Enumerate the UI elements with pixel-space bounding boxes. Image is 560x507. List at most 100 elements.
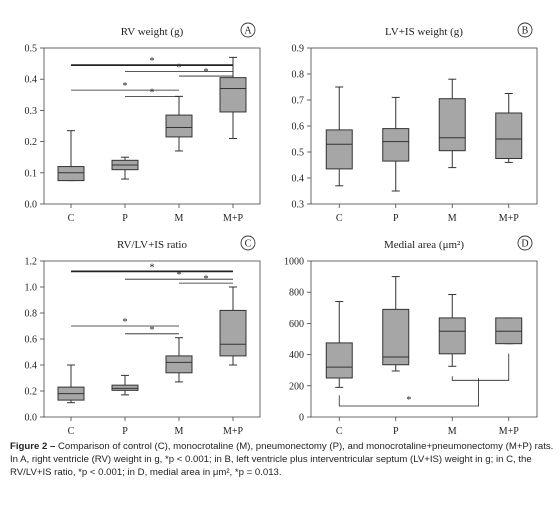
- y-tick-label: 200: [289, 381, 304, 392]
- box-p: [111, 156, 139, 180]
- x-tick-label: P: [122, 426, 128, 437]
- y-tick-label: 0.3: [292, 200, 305, 211]
- x-tick-label: M+P: [223, 213, 244, 224]
- significance-star: *: [150, 56, 155, 67]
- iqr-box: [382, 128, 410, 162]
- x-tick-label: M: [448, 426, 457, 437]
- panel-letter-circle: [240, 235, 256, 251]
- box-c: [57, 130, 85, 182]
- iqr-box: [165, 355, 193, 374]
- iqr-box: [325, 129, 353, 170]
- y-tick-label: 0.8: [292, 70, 305, 81]
- box-p: [382, 276, 410, 372]
- panel-title: LV+IS weight (g): [385, 26, 463, 38]
- iqr-box: [382, 308, 410, 366]
- panel-letter: C: [245, 239, 252, 250]
- significance-star: *: [204, 274, 209, 285]
- box-c: [325, 301, 353, 388]
- caption-text: Comparison of control (C), monocrotaline…: [10, 441, 554, 478]
- iqr-box: [57, 166, 85, 182]
- panel-letter: D: [521, 239, 528, 250]
- significance-star: *: [204, 67, 209, 78]
- x-tick-label: C: [336, 213, 343, 224]
- figure-caption: Figure 2 – Comparison of control (C), mo…: [10, 440, 554, 479]
- caption-label: Figure 2 –: [10, 441, 56, 452]
- y-tick-label: 0.6: [25, 335, 38, 346]
- x-tick-label: M+P: [499, 213, 520, 224]
- box-p: [111, 374, 139, 396]
- y-tick-label: 1.2: [25, 257, 38, 268]
- panel-a: RV weight (g) A 0.0 0.1 0.2 0.3 0.4 0.5 C P M M+P * *…: [25, 22, 261, 224]
- box-mpp: [495, 317, 523, 345]
- y-tick-label: 800: [289, 288, 304, 299]
- panel-letter-circle: [517, 235, 533, 251]
- y-tick-label: 0.0: [25, 413, 38, 424]
- panel-letter-circle: [240, 22, 256, 38]
- x-tick-label: M+P: [223, 426, 244, 437]
- y-tick-label: 0.2: [25, 137, 38, 148]
- box-m: [438, 78, 466, 169]
- y-tick-label: 0: [299, 413, 304, 424]
- significance-star: *: [177, 62, 182, 73]
- y-tick-label: 0.6: [292, 122, 305, 133]
- iqr-box: [165, 114, 193, 138]
- plot-frame: [43, 47, 261, 205]
- box-m: [438, 294, 466, 367]
- panel-c: RV/LV+IS ratio C 0.0 0.2 0.4 0.6 0.8 1.0 1.2 C P M M…: [25, 235, 261, 437]
- x-tick-label: M: [175, 426, 184, 437]
- y-tick-label: 0.8: [25, 309, 38, 320]
- significance-star: *: [123, 317, 128, 328]
- y-tick-label: 0.4: [292, 174, 305, 185]
- y-tick-label: 0.5: [292, 148, 305, 159]
- x-tick-label: P: [393, 426, 399, 437]
- significance-star: *: [406, 395, 411, 406]
- x-tick-label: C: [68, 213, 75, 224]
- significance-star: *: [123, 81, 128, 92]
- significance-bracket-top: [451, 353, 510, 381]
- x-tick-label: P: [122, 213, 128, 224]
- iqr-box: [438, 98, 466, 152]
- iqr-box: [111, 384, 139, 391]
- y-tick-label: 600: [289, 319, 304, 330]
- y-tick-label: 0.5: [25, 44, 38, 55]
- panel-title: RV weight (g): [121, 26, 184, 38]
- y-tick-label: 0.1: [25, 168, 38, 179]
- y-tick-label: 1.0: [25, 283, 38, 294]
- panel-letter: A: [244, 26, 252, 37]
- significance-star: *: [150, 262, 155, 273]
- panel-letter-circle: [517, 22, 533, 38]
- iqr-box: [219, 77, 247, 113]
- x-tick-label: P: [393, 213, 399, 224]
- x-tick-label: M: [175, 213, 184, 224]
- box-mpp: [219, 286, 247, 366]
- box-m: [165, 95, 193, 152]
- y-tick-label: 0.4: [25, 361, 38, 372]
- y-tick-label: 0.4: [25, 75, 38, 86]
- box-c: [325, 86, 353, 187]
- significance-star: *: [150, 325, 155, 336]
- box-c: [57, 364, 85, 404]
- box-mpp: [219, 56, 247, 139]
- iqr-box: [219, 309, 247, 357]
- panel-title: RV/LV+IS ratio: [117, 239, 188, 251]
- panel-title: Medial area (μm²): [384, 239, 464, 251]
- box-mpp: [495, 93, 523, 163]
- iqr-box: [495, 112, 523, 159]
- figure-panels: RV weight (g) A 0.0 0.1 0.2 0.3 0.4 0.5 C P M M+P * *…: [25, 22, 538, 437]
- y-tick-label: 400: [289, 350, 304, 361]
- y-tick-label: 0.2: [25, 387, 38, 398]
- plot-frame: [310, 260, 538, 418]
- x-tick-label: M: [448, 213, 457, 224]
- iqr-box: [438, 317, 466, 355]
- iqr-box: [325, 342, 353, 379]
- y-tick-label: 0.9: [292, 44, 305, 55]
- x-tick-label: M+P: [499, 426, 520, 437]
- box-p: [382, 96, 410, 192]
- y-tick-label: 0.3: [25, 106, 38, 117]
- significance-star: *: [177, 270, 182, 281]
- x-tick-label: C: [336, 426, 343, 437]
- panel-b: LV+IS weight (g) B 0.3 0.4 0.5 0.6 0.7 0.8 0.9 C P…: [292, 22, 538, 224]
- significance-bracket: [338, 378, 479, 407]
- x-tick-label: C: [68, 426, 75, 437]
- panel-letter: B: [522, 26, 529, 37]
